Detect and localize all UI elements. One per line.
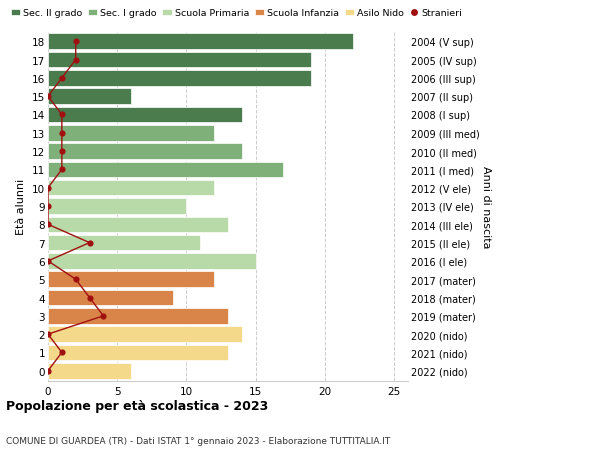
Bar: [48, 308, 228, 324]
Bar: [48, 144, 242, 160]
Bar: [48, 107, 242, 123]
Point: [85, 240, 94, 247]
Point: [43, 221, 53, 229]
Bar: [48, 235, 200, 251]
Bar: [48, 126, 214, 141]
Bar: [48, 290, 173, 306]
Bar: [48, 162, 283, 178]
Bar: [48, 272, 214, 287]
Bar: [48, 89, 131, 105]
Point: [57, 148, 67, 156]
Bar: [48, 253, 256, 269]
Bar: [48, 71, 311, 86]
Point: [57, 130, 67, 137]
Y-axis label: Anni di nascita: Anni di nascita: [481, 165, 491, 248]
Point: [57, 112, 67, 119]
Bar: [48, 53, 311, 68]
Bar: [48, 34, 353, 50]
Bar: [48, 199, 187, 214]
Point: [57, 75, 67, 82]
Bar: [48, 363, 131, 379]
Point: [43, 367, 53, 375]
Y-axis label: Età alunni: Età alunni: [16, 179, 26, 235]
Bar: [48, 180, 214, 196]
Point: [57, 166, 67, 174]
Point: [43, 331, 53, 338]
Point: [43, 257, 53, 265]
Point: [71, 276, 80, 283]
Point: [71, 39, 80, 46]
Point: [43, 185, 53, 192]
Bar: [48, 327, 242, 342]
Point: [43, 203, 53, 210]
Point: [71, 57, 80, 64]
Bar: [48, 345, 228, 360]
Text: COMUNE DI GUARDEA (TR) - Dati ISTAT 1° gennaio 2023 - Elaborazione TUTTITALIA.IT: COMUNE DI GUARDEA (TR) - Dati ISTAT 1° g…: [6, 436, 390, 445]
Point: [57, 349, 67, 356]
Point: [43, 93, 53, 101]
Point: [85, 294, 94, 302]
Legend: Sec. II grado, Sec. I grado, Scuola Primaria, Scuola Infanzia, Asilo Nido, Stran: Sec. II grado, Sec. I grado, Scuola Prim…: [11, 9, 463, 18]
Text: Popolazione per età scolastica - 2023: Popolazione per età scolastica - 2023: [6, 399, 268, 412]
Bar: [48, 217, 228, 233]
Point: [98, 313, 108, 320]
